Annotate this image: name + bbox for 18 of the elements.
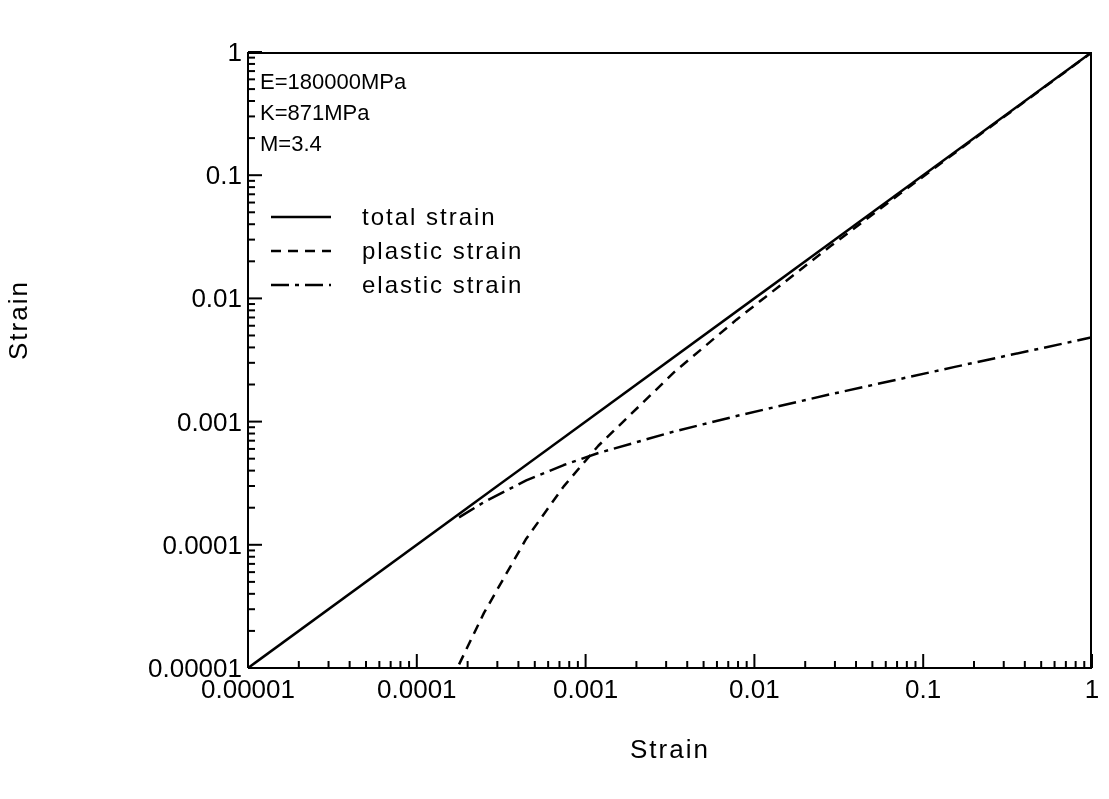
y-tick-label: 0.01 [191,283,242,314]
y-axis-title: Strain [3,280,34,360]
x-tick-label: 0.01 [729,674,780,704]
legend-label: total strain [362,202,497,232]
y-tick-label: 0.1 [205,160,242,191]
y-tick-label: 1 [227,37,242,67]
annotation: M=3.4 [260,130,323,158]
annotation: E=180000MPa [260,68,407,96]
x-tick-label: 0.0001 [377,674,457,704]
legend-label: plastic strain [362,236,524,266]
x-tick-label: 0.001 [553,674,619,704]
y-tick-label: 0.0001 [162,529,242,560]
y-tick-label: 0.001 [176,406,242,437]
legend-label: elastic strain [362,270,524,300]
annotation: K=871MPa [260,99,371,127]
x-tick-label: 1 [1084,674,1100,704]
x-axis-title: Strain [630,734,710,764]
x-tick-label: 0.1 [905,674,942,704]
